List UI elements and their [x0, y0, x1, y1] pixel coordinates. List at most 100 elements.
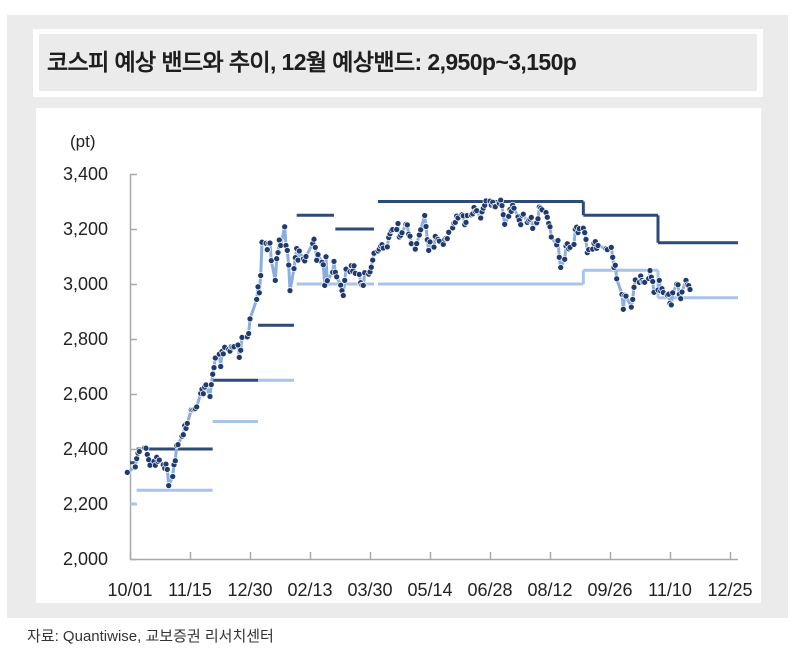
data-point: [253, 296, 261, 303]
data-point: [477, 214, 485, 222]
data-point: [367, 263, 375, 271]
y-tick-label: 3,000: [62, 274, 108, 294]
data-point: [311, 244, 319, 251]
y-tick-label: 3,200: [62, 219, 108, 239]
x-tick-label: 06/28: [467, 580, 513, 600]
x-tick-label: 11/15: [168, 580, 212, 600]
data-point: [163, 466, 171, 473]
data-point: [611, 261, 619, 269]
x-axis-ticks: [129, 552, 732, 559]
data-point: [169, 473, 177, 480]
data-point: [519, 210, 527, 218]
data-point: [255, 289, 263, 297]
data-point: [393, 226, 401, 233]
data-point: [406, 232, 414, 240]
data-point: [425, 247, 433, 254]
axes: [129, 173, 738, 561]
data-point: [219, 350, 227, 358]
data-point: [341, 277, 349, 284]
data-point: [581, 229, 589, 236]
x-tick-label: 10/01: [107, 580, 153, 600]
data-point: [462, 219, 470, 226]
x-tick-label: 11/10: [648, 580, 692, 600]
data-point: [554, 237, 562, 244]
data-point: [667, 301, 675, 309]
data-point: [649, 278, 657, 285]
data-point: [501, 220, 509, 228]
data-point: [257, 272, 265, 279]
x-tick-label: 12/25: [707, 580, 753, 600]
data-point: [426, 238, 434, 246]
data-point: [314, 251, 322, 258]
data-point: [443, 235, 451, 242]
data-point: [165, 482, 173, 489]
y-tick-label: 2,000: [62, 549, 108, 569]
x-tick-label: 03/30: [347, 580, 393, 600]
data-point: [254, 283, 262, 291]
data-point: [622, 292, 630, 300]
data-point: [411, 245, 419, 253]
y-tick-label: 2,200: [62, 494, 108, 514]
data-point: [534, 215, 542, 223]
data-point: [607, 244, 615, 251]
data-point: [123, 469, 131, 476]
data-point: [263, 246, 271, 253]
data-point: [641, 278, 649, 286]
data-point: [613, 275, 621, 283]
data-point: [422, 223, 430, 230]
data-point: [183, 420, 191, 427]
data-point: [294, 256, 302, 264]
data-point: [445, 228, 453, 236]
data-point: [319, 261, 327, 269]
data-point: [199, 390, 207, 398]
data-point: [286, 287, 294, 294]
data-point: [339, 292, 347, 299]
data-point: [629, 296, 637, 303]
data-point: [322, 253, 330, 261]
lower-band-line: [130, 268, 738, 506]
chart-title: 코스피 예상 밴드와 추이, 12월 예상밴드: 2,950p~3,150p: [47, 49, 577, 75]
data-point: [295, 247, 303, 255]
data-point: [630, 283, 638, 291]
data-point: [547, 233, 555, 241]
kospi-data-points: [123, 196, 694, 489]
y-tick-label: 2,400: [62, 439, 108, 459]
data-point: [369, 256, 377, 264]
data-point: [142, 444, 150, 452]
data-point: [646, 267, 654, 274]
source-note: 자료: Quantiwise, 교보증권 리서치센터: [27, 628, 274, 645]
data-point: [245, 330, 253, 337]
data-point: [674, 281, 682, 289]
data-point: [398, 229, 406, 237]
data-point: [543, 213, 551, 221]
data-point: [174, 441, 182, 448]
data-point: [669, 289, 677, 297]
data-point: [283, 247, 291, 254]
data-point: [383, 243, 391, 251]
data-point: [302, 253, 310, 260]
data-point: [498, 202, 506, 209]
data-point: [281, 223, 289, 231]
data-point: [234, 341, 242, 349]
data-point: [290, 265, 298, 272]
data-point: [271, 277, 279, 284]
data-point: [171, 457, 179, 465]
x-tick-label: 05/14: [407, 580, 453, 600]
data-point: [323, 277, 331, 285]
x-tick-label: 08/12: [527, 580, 573, 600]
y-axis-unit-label: (pt): [70, 132, 96, 151]
data-point: [403, 221, 411, 229]
data-point: [274, 249, 282, 256]
data-point: [582, 236, 590, 243]
data-point: [677, 295, 685, 302]
data-point: [413, 240, 421, 247]
data-point: [678, 288, 686, 296]
data-point: [211, 354, 219, 362]
data-point: [517, 221, 525, 228]
data-point: [350, 262, 358, 270]
data-point: [497, 196, 505, 204]
data-point: [310, 235, 318, 243]
data-point: [546, 223, 554, 231]
data-point: [430, 243, 438, 251]
